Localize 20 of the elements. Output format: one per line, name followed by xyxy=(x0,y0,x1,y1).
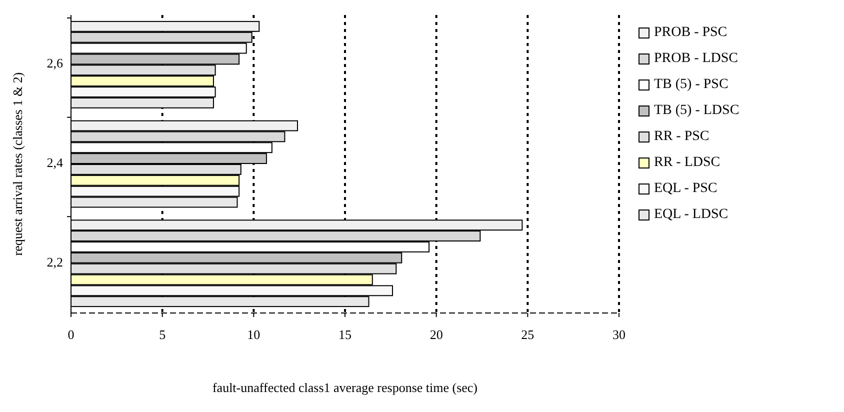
legend-label: TB (5) - LDSC xyxy=(654,103,740,118)
x-tick-label: 0 xyxy=(68,327,74,342)
legend-label: PROB - PSC xyxy=(654,25,728,40)
legend-label: PROB - LDSC xyxy=(654,51,738,66)
x-tick-label: 25 xyxy=(521,327,534,342)
x-tick-label: 5 xyxy=(159,327,166,342)
y-tick-label: 2,2 xyxy=(46,254,63,270)
y-tick-label: 2,4 xyxy=(46,154,64,170)
x-tick-label: 10 xyxy=(247,327,260,342)
legend-label: EQL - PSC xyxy=(654,181,718,196)
y-axis-title: request arrival rates (classes 1 & 2) xyxy=(10,72,25,256)
legend-label: EQL - LDSC xyxy=(654,207,728,222)
x-tick-label: 30 xyxy=(612,327,626,342)
legend-label: TB (5) - PSC xyxy=(654,77,728,92)
legend-label: RR - LDSC xyxy=(654,155,720,170)
x-tick-label: 15 xyxy=(338,327,352,342)
y-tick-label: 2,6 xyxy=(46,56,64,71)
x-tick-label: 20 xyxy=(430,327,443,342)
x-axis-title: fault-unaffected class1 average response time (sec) xyxy=(212,380,478,395)
legend-label: RR - PSC xyxy=(654,129,710,144)
